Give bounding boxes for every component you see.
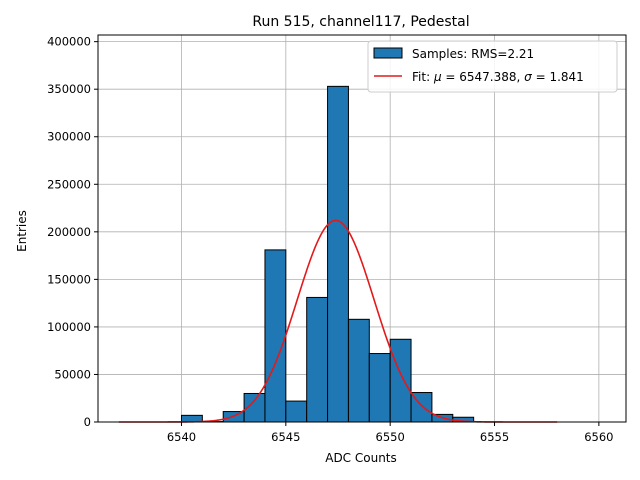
histogram-bar bbox=[327, 85, 349, 423]
histogram-bar bbox=[306, 296, 329, 423]
y-tick-label: 200000 bbox=[47, 225, 91, 239]
y-tick-label: 400000 bbox=[47, 35, 91, 49]
x-tick-label: 6555 bbox=[480, 430, 509, 444]
x-tick-label: 6540 bbox=[167, 430, 196, 444]
legend-samples-swatch bbox=[373, 47, 403, 59]
legend-fit-label: Fit: μ = 6547.388, σ = 1.841 bbox=[412, 70, 584, 84]
plot-frame bbox=[97, 34, 627, 423]
chart-title: Run 515, channel117, Pedestal bbox=[252, 14, 469, 30]
histogram-bar bbox=[389, 338, 412, 423]
histogram-bar bbox=[285, 400, 308, 423]
x-tick-label: 6560 bbox=[584, 430, 613, 444]
x-tick-label: 6550 bbox=[376, 430, 405, 444]
y-tick-label: 0 bbox=[84, 415, 91, 429]
legend: Samples: RMS=2.21 Fit: μ = 6547.388, σ =… bbox=[367, 40, 618, 93]
y-tick-label: 150000 bbox=[47, 272, 91, 286]
legend-box bbox=[367, 40, 618, 93]
legend-samples-label: Samples: RMS=2.21 bbox=[412, 47, 534, 61]
y-tick-label: 350000 bbox=[47, 82, 91, 96]
histogram-bar bbox=[368, 353, 391, 423]
y-tick-label: 250000 bbox=[47, 177, 91, 191]
y-tick-label: 300000 bbox=[47, 130, 91, 144]
histogram-bar bbox=[347, 318, 370, 423]
x-tick-label: 6545 bbox=[271, 430, 300, 444]
y-tick-label: 50000 bbox=[54, 367, 91, 381]
y-axis-label: Entries bbox=[15, 210, 29, 252]
y-tick-label: 100000 bbox=[47, 320, 91, 334]
axis-ticks: 6540 6545 6550 6555 6560 0 50000 100000 150000 20… bbox=[47, 35, 613, 444]
x-axis-label: ADC Counts bbox=[325, 451, 397, 465]
histogram-bar bbox=[264, 249, 287, 423]
